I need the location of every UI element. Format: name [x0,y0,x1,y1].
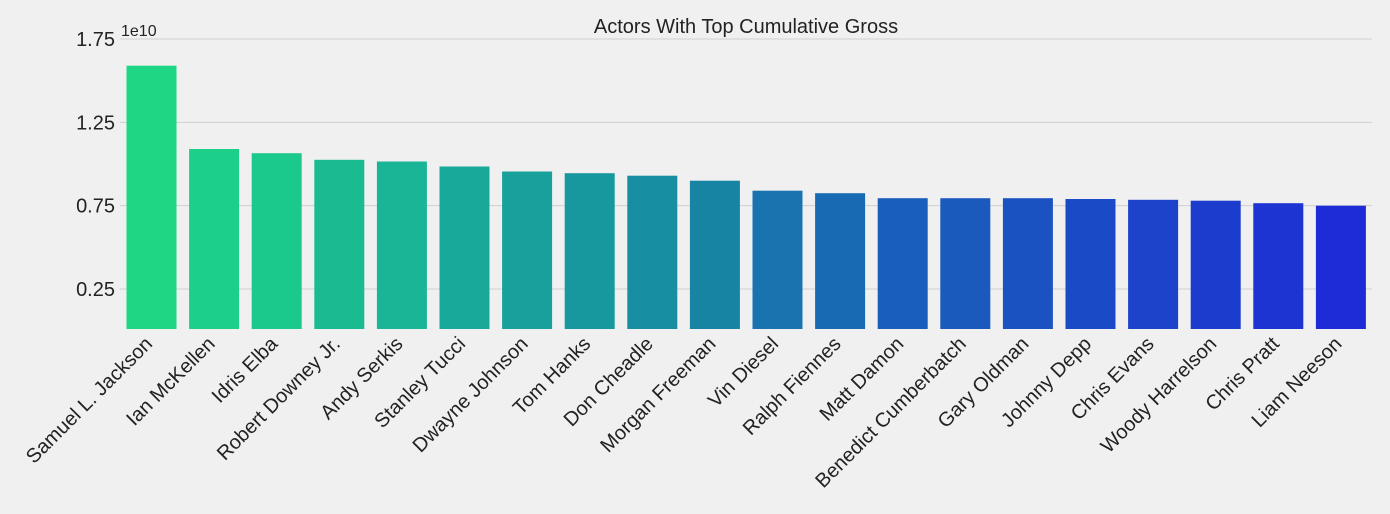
y-tick-label: 0.25 [76,279,115,301]
bar [314,159,365,329]
bar [564,173,615,329]
bar [251,153,302,329]
y-tick-label: 1.75 [76,29,115,51]
y-tick-label: 1.25 [76,112,115,134]
bar [376,161,427,329]
bar [689,180,740,329]
bar [1190,200,1241,329]
y-tick-labels: 0.25 0.75 1.25 1.75 [76,29,115,301]
bar [126,65,177,329]
bar [1315,205,1366,329]
bar [1065,199,1116,329]
y-axis-offset-label: 1e10 [121,23,157,40]
y-tick-label: 0.75 [76,196,115,218]
bar [752,190,803,329]
bar [627,175,678,329]
bar [502,171,553,329]
bar [877,198,928,329]
bar [1002,198,1053,329]
bar [439,166,490,329]
bar [815,193,866,329]
bar [940,198,991,329]
bar [1128,199,1179,329]
bars [126,65,1366,329]
bar [1253,203,1304,329]
bar [189,149,240,329]
chart-title: Actors With Top Cumulative Gross [594,16,898,38]
